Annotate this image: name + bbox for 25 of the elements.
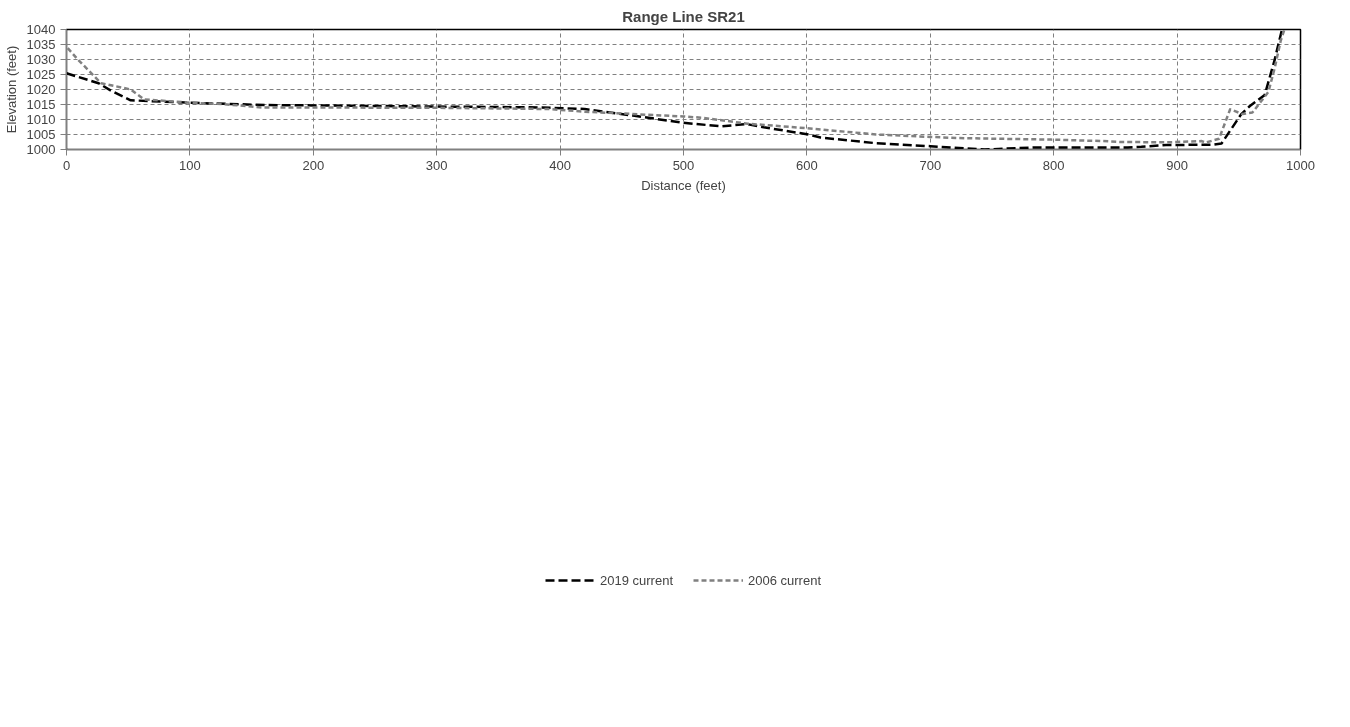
legend-label: 2019 current [600, 572, 673, 588]
legend-label: 2006 current [748, 572, 821, 588]
y-tick-label: 1000 [26, 142, 56, 157]
x-tick-label: 1000 [1286, 157, 1315, 173]
x-axis-title: Distance (feet) [641, 177, 726, 193]
y-tick-label: 1015 [26, 97, 56, 112]
y-tick-label: 1005 [26, 127, 56, 142]
x-tick-label: 400 [549, 157, 571, 173]
y-tick-label: 1010 [26, 112, 56, 127]
x-tick-label: 600 [796, 157, 818, 173]
y-tick-label: 1040 [26, 22, 56, 37]
chart-title: Range Line SR21 [622, 7, 745, 25]
x-tick-label: 500 [672, 157, 695, 173]
y-tick-label: 1030 [26, 52, 56, 67]
x-tick-label: 100 [179, 157, 201, 173]
x-tick-label: 200 [302, 157, 325, 173]
x-tick-label: 900 [1166, 157, 1188, 173]
x-tick-label: 300 [425, 157, 448, 173]
y-tick-label: 1020 [26, 82, 56, 97]
y-tick-label: 1025 [26, 67, 56, 82]
x-tick-label: 0 [62, 157, 71, 173]
x-tick-label: 700 [919, 157, 942, 173]
y-axis-title: Elevation (feet) [3, 45, 19, 134]
y-tick-label: 1035 [26, 37, 56, 52]
x-tick-label: 800 [1042, 157, 1065, 173]
